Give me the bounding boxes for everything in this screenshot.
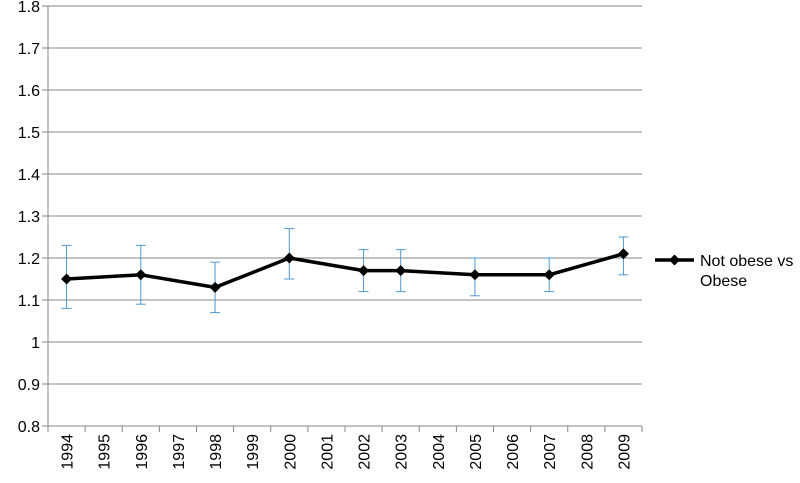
x-tick-label: 1996 — [134, 434, 151, 470]
data-point — [543, 269, 555, 281]
data-point — [135, 269, 147, 281]
x-tick-label: 2000 — [282, 434, 299, 470]
data-point — [617, 248, 629, 260]
data-point — [283, 252, 295, 264]
x-tick-label: 2008 — [579, 434, 596, 470]
x-tick-label: 2004 — [431, 434, 448, 470]
y-tick-label: 1 — [31, 335, 40, 352]
y-tick-label: 1.7 — [18, 41, 40, 58]
y-tick-label: 1.5 — [18, 125, 40, 142]
data-point — [358, 265, 370, 277]
x-tick-label: 1999 — [245, 434, 262, 470]
y-tick-label: 0.8 — [18, 419, 40, 436]
y-tick-label: 1.4 — [18, 167, 40, 184]
x-tick-label: 2007 — [542, 434, 559, 470]
x-tick-label: 2003 — [394, 434, 411, 470]
x-tick-label: 2002 — [357, 434, 374, 470]
legend: Not obese vs Obese — [655, 253, 798, 290]
legend-label-line-2: Obese — [700, 273, 747, 290]
x-tick-label: 1994 — [60, 434, 77, 470]
data-point — [209, 281, 221, 293]
x-tick-label: 2006 — [505, 434, 522, 470]
legend-marker — [669, 254, 680, 266]
x-tick-label: 2009 — [616, 434, 633, 470]
x-tick-label: 2001 — [319, 434, 336, 470]
y-tick-label: 1.2 — [18, 251, 40, 268]
series-line — [66, 252, 624, 290]
legend-label-line-1: Not obese vs — [700, 253, 793, 270]
gridlines — [48, 5, 642, 385]
data-point — [395, 265, 407, 277]
y-axis-ticks: 0.8 0.9 1 1.1 1.2 1.3 1.4 1.5 1.6 1.7 1.8 — [18, 0, 48, 436]
data-point — [61, 273, 73, 285]
x-tick-label: 1995 — [97, 434, 114, 470]
y-tick-label: 1.6 — [18, 83, 40, 100]
x-tick-label: 1997 — [171, 434, 188, 470]
y-tick-label: 1.8 — [18, 0, 40, 16]
y-tick-label: 1.1 — [18, 293, 40, 310]
x-tick-label: 1998 — [208, 434, 225, 470]
data-point — [469, 269, 481, 281]
y-tick-label: 0.9 — [18, 377, 40, 394]
legend-label: Not obese vs Obese — [700, 253, 798, 290]
series-group — [61, 248, 629, 293]
x-tick-label: 2005 — [468, 434, 485, 470]
x-axis-ticks: 1994 1995 1996 1997 1998 1999 2000 2001 2002 2003… — [47, 426, 643, 470]
y-tick-label: 1.3 — [18, 209, 40, 226]
